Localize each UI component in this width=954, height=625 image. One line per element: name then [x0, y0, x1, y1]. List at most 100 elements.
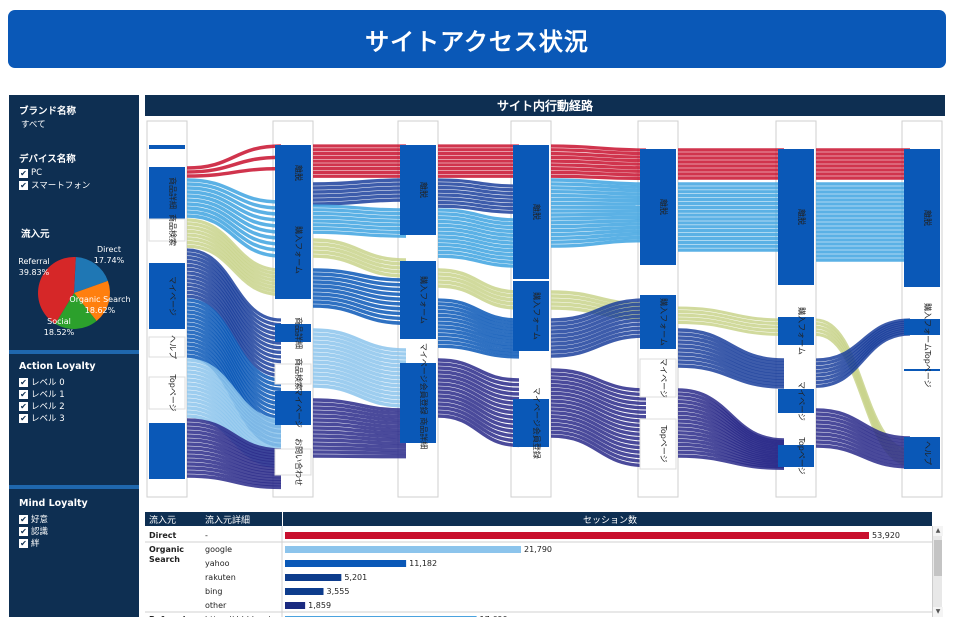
sankey-flow[interactable] — [437, 402, 520, 434]
sankey-flow[interactable] — [550, 314, 647, 338]
sankey-flow[interactable] — [437, 239, 520, 253]
sankey-flow[interactable] — [186, 426, 282, 458]
session-bar[interactable] — [285, 588, 324, 595]
sankey-flow[interactable] — [437, 382, 520, 410]
sankey-flow[interactable] — [312, 406, 407, 419]
sankey-flow[interactable] — [312, 402, 407, 416]
col-detail[interactable]: 流入元詳細 — [205, 516, 251, 526]
sankey-flow[interactable] — [186, 370, 282, 432]
sankey-flow[interactable] — [677, 306, 785, 322]
sankey-flow[interactable] — [312, 204, 407, 212]
sankey-flow[interactable] — [677, 446, 785, 467]
sankey-flow[interactable] — [312, 332, 407, 356]
sankey-flow[interactable] — [815, 420, 911, 450]
sankey-flow[interactable] — [186, 430, 282, 460]
sankey-flow[interactable] — [186, 310, 282, 396]
sankey-flow[interactable] — [437, 254, 520, 268]
session-bar[interactable] — [285, 602, 306, 609]
sankey-flow[interactable] — [550, 306, 647, 330]
sankey-node[interactable] — [275, 201, 311, 299]
sankey-flow[interactable] — [437, 231, 520, 245]
mind-option-favor[interactable]: ✔ 好意 — [19, 514, 49, 525]
sankey-flow[interactable] — [186, 390, 282, 449]
sankey-flow[interactable] — [550, 298, 647, 313]
checkbox-checked-icon[interactable]: ✔ — [19, 526, 28, 536]
sankey-flow[interactable] — [186, 202, 282, 240]
sankey-flow[interactable] — [186, 259, 282, 336]
sankey-flow[interactable] — [186, 263, 282, 341]
sankey-flow[interactable] — [437, 340, 520, 356]
sankey-flow[interactable] — [677, 348, 785, 377]
sankey-flow[interactable] — [677, 364, 785, 389]
sankey-node[interactable] — [639, 358, 677, 398]
sankey-flow[interactable] — [677, 344, 785, 374]
sankey-flow[interactable] — [550, 368, 647, 392]
sankey-flow[interactable] — [437, 398, 520, 429]
sankey-flow[interactable] — [437, 250, 520, 264]
sankey-flow[interactable] — [550, 189, 647, 196]
sankey-flow[interactable] — [312, 215, 407, 223]
sankey-flow[interactable] — [312, 300, 407, 321]
sankey-flow[interactable] — [186, 271, 282, 350]
sankey-flow[interactable] — [186, 450, 282, 474]
sankey-flow[interactable] — [186, 458, 282, 479]
sankey-flow[interactable] — [550, 170, 647, 177]
sankey-node[interactable] — [400, 261, 436, 339]
sankey-flow[interactable] — [186, 237, 282, 290]
sankey-flow[interactable] — [677, 411, 785, 452]
sankey-flow[interactable] — [550, 228, 647, 237]
sankey-flow[interactable] — [312, 190, 407, 198]
sankey-flow[interactable] — [312, 398, 407, 412]
session-bar[interactable] — [285, 616, 477, 617]
sankey-node[interactable] — [274, 363, 312, 385]
sankey-flow[interactable] — [312, 250, 407, 274]
sankey-flow[interactable] — [186, 326, 282, 415]
checkbox-checked-icon[interactable]: ✔ — [19, 538, 28, 548]
sankey-flow[interactable] — [677, 438, 785, 464]
sankey-flow[interactable] — [677, 399, 785, 447]
sankey-flow[interactable] — [186, 290, 282, 373]
sankey-node[interactable] — [149, 423, 185, 479]
sankey-flow[interactable] — [186, 466, 282, 484]
sankey-flow[interactable] — [550, 383, 647, 410]
sankey-diagram[interactable]: 商品詳細商品検索マイページヘルプTopページ離脱購入フォーム商品詳細商品検索マイ… — [145, 119, 945, 507]
sankey-flow[interactable] — [815, 322, 911, 370]
sankey-flow[interactable] — [312, 284, 407, 301]
sankey-flow[interactable] — [550, 159, 647, 166]
sankey-node[interactable] — [149, 167, 185, 219]
sankey-flow[interactable] — [312, 422, 407, 432]
scroll-down-icon[interactable]: ▼ — [933, 607, 943, 617]
sankey-flow[interactable] — [312, 384, 407, 408]
sankey-flow[interactable] — [312, 380, 407, 404]
sankey-flow[interactable] — [550, 212, 647, 217]
sankey-flow[interactable] — [437, 336, 520, 353]
sankey-node[interactable] — [778, 149, 814, 285]
sankey-flow[interactable] — [550, 422, 647, 454]
sankey-flow[interactable] — [186, 382, 282, 442]
sankey-flow[interactable] — [815, 432, 911, 459]
sankey-flow[interactable] — [550, 302, 647, 326]
sankey-flow[interactable] — [312, 268, 407, 282]
scroll-up-icon[interactable]: ▲ — [933, 526, 943, 536]
sankey-flow[interactable] — [437, 306, 520, 328]
sankey-flow[interactable] — [186, 186, 282, 216]
sankey-flow[interactable] — [437, 216, 520, 230]
checkbox-checked-icon[interactable]: ✔ — [19, 389, 28, 399]
sankey-flow[interactable] — [677, 332, 785, 365]
sankey-flow[interactable] — [677, 434, 785, 462]
sankey-flow[interactable] — [550, 197, 647, 203]
sankey-flow[interactable] — [815, 436, 911, 463]
sankey-flow[interactable] — [550, 178, 647, 186]
sankey-flow[interactable] — [550, 322, 647, 346]
sankey-node[interactable] — [275, 145, 311, 201]
sankey-flow[interactable] — [550, 379, 647, 406]
sankey-flow[interactable] — [312, 372, 407, 396]
sankey-flow[interactable] — [437, 344, 520, 359]
sankey-flow[interactable] — [550, 186, 647, 193]
sankey-flow[interactable] — [437, 406, 520, 438]
sankey-node[interactable] — [274, 448, 312, 476]
sankey-flow[interactable] — [312, 219, 407, 227]
sankey-flow[interactable] — [312, 230, 407, 238]
sankey-flow[interactable] — [186, 222, 282, 276]
sankey-flow[interactable] — [550, 235, 647, 244]
